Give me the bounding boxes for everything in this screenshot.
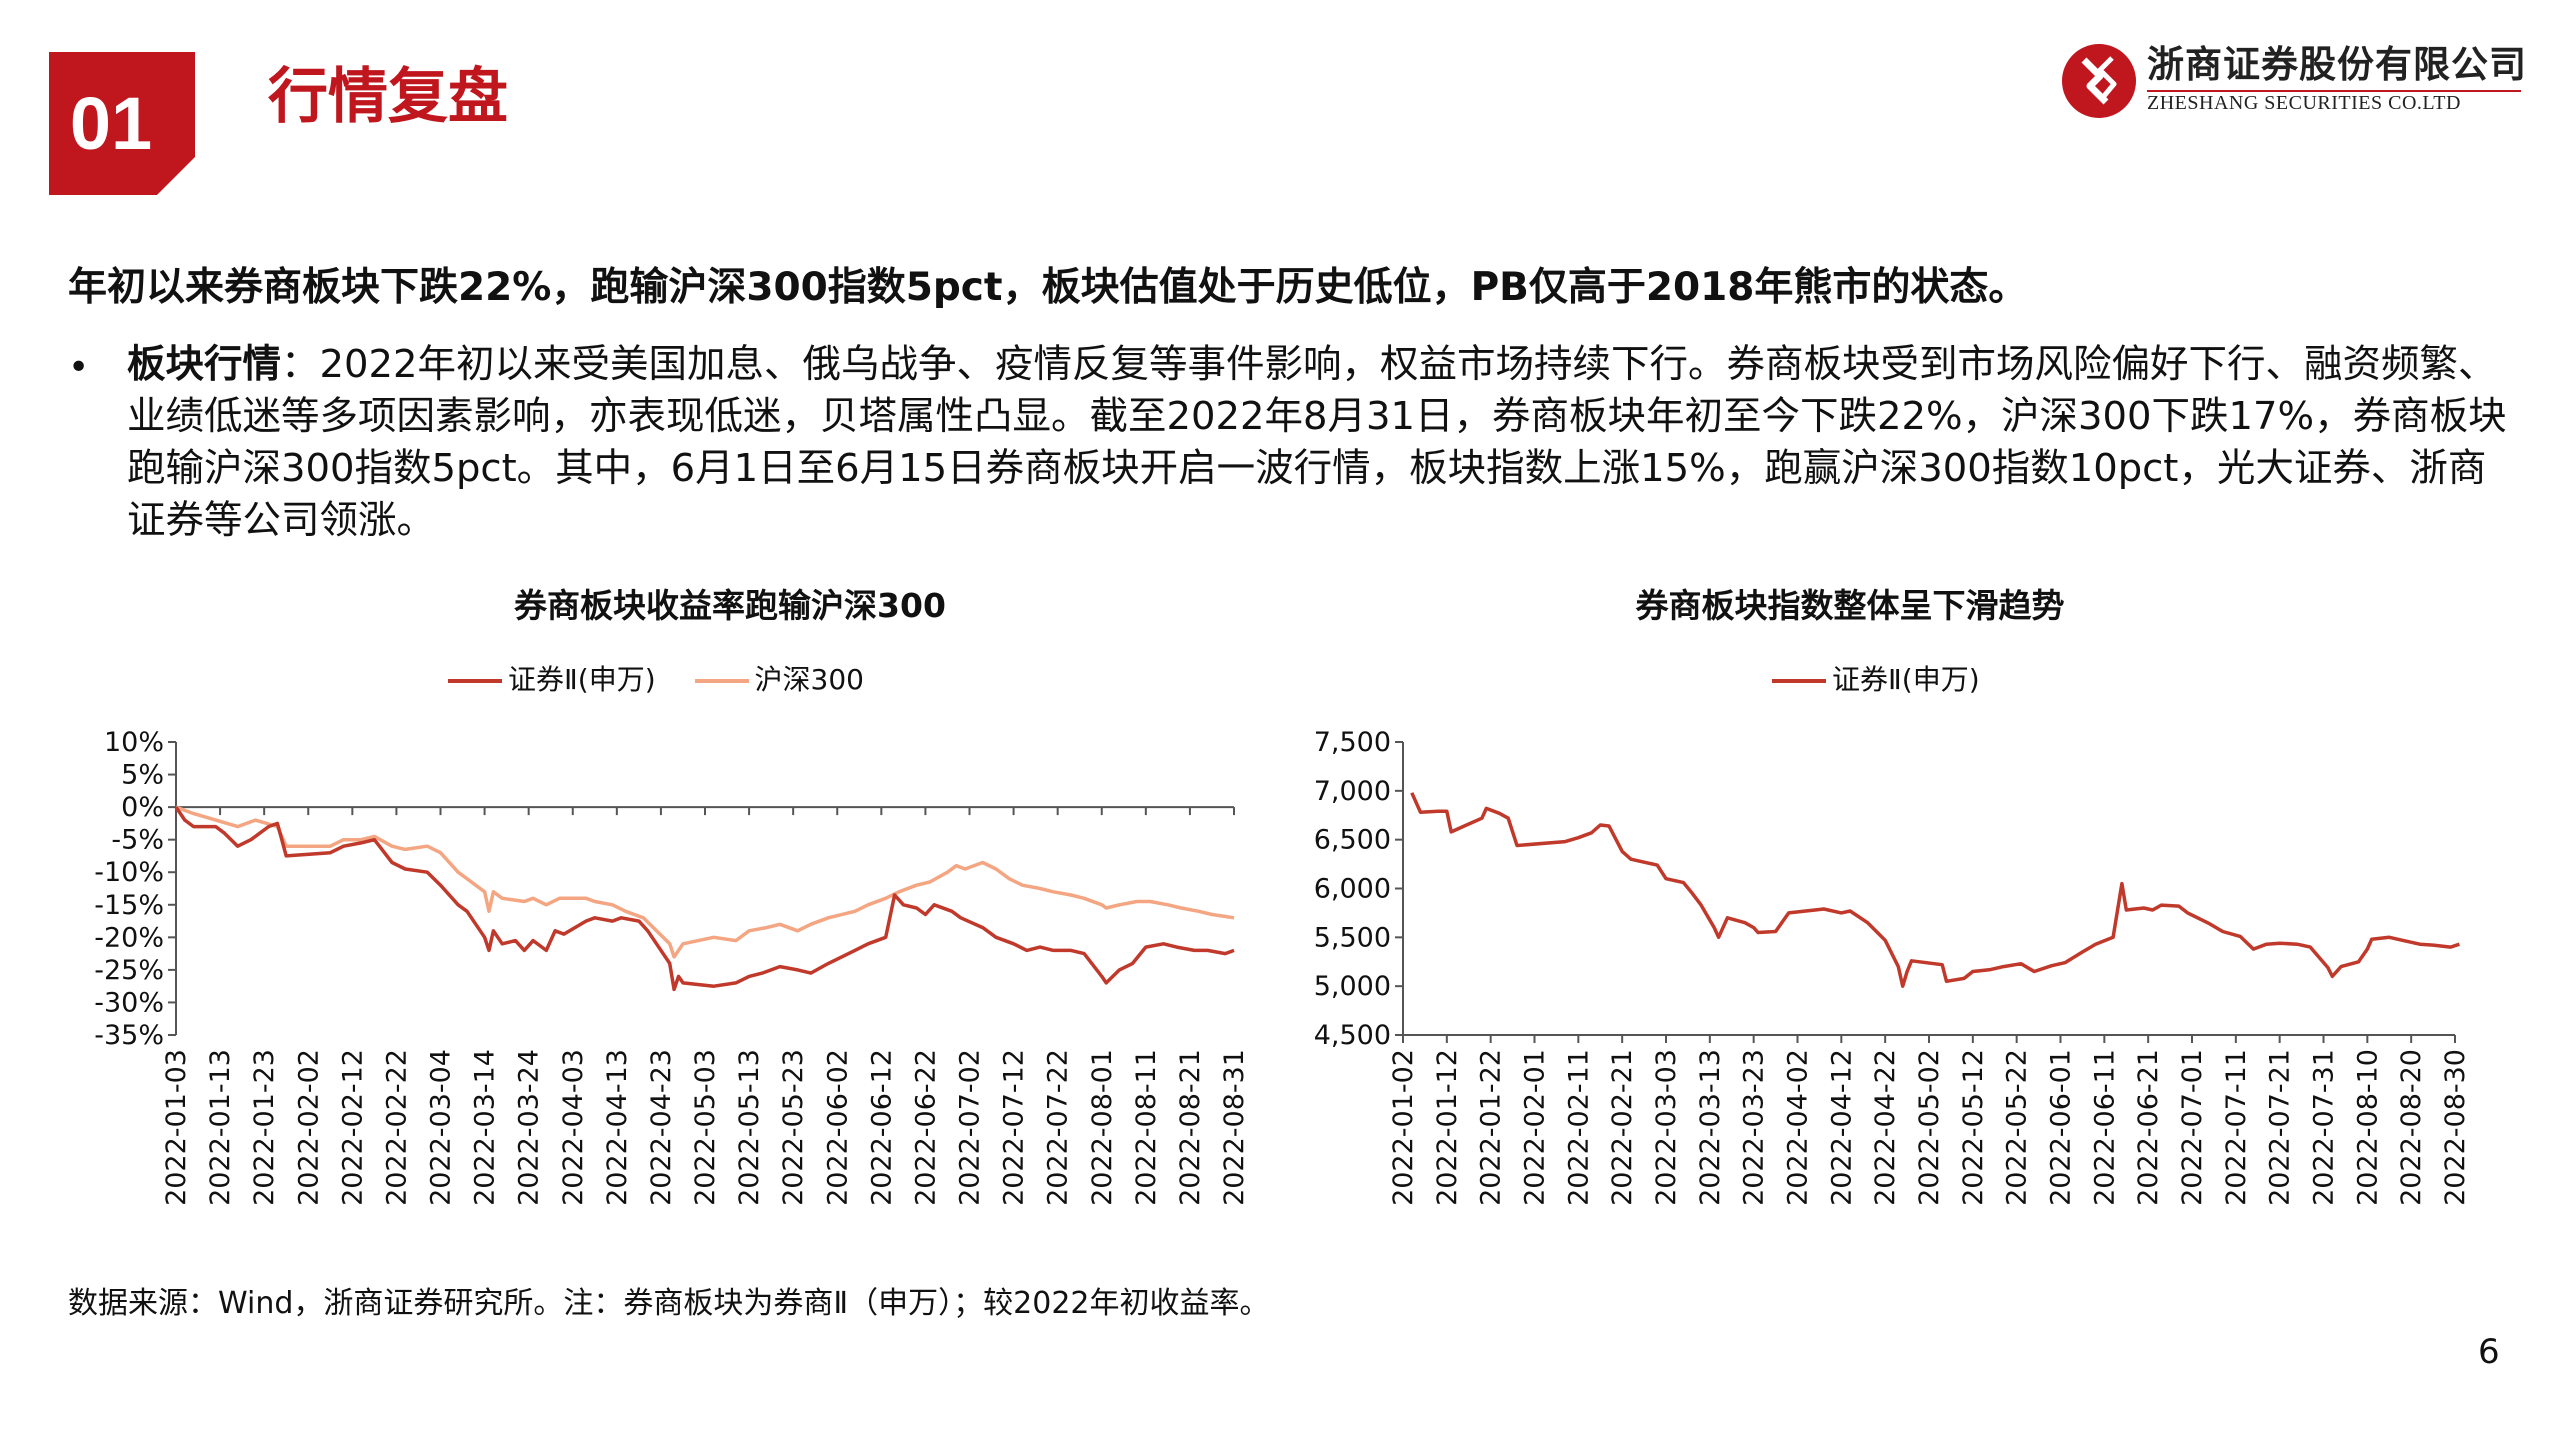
company-name-cn: 浙商证券股份有限公司 — [2147, 43, 2527, 86]
chart1-y-tick-label: -15% — [94, 890, 164, 921]
chart1-x-tick-label: 2022-07-02 — [955, 1049, 986, 1206]
bullet-label: 板块行情 — [127, 342, 282, 387]
chart2-x-tick-label: 2022-08-10 — [2352, 1049, 2383, 1206]
chart2-x-tick-label: 2022-08-20 — [2396, 1049, 2427, 1206]
chart1-x-tick-label: 2022-08-11 — [1131, 1049, 1162, 1206]
chart1-y-tick-label: -10% — [94, 857, 164, 888]
chart1-x-tick-label: 2022-06-02 — [822, 1049, 853, 1206]
chart1-x-tick-label: 2022-03-04 — [426, 1049, 457, 1206]
chart2-legend-swatch-sec — [1772, 679, 1826, 683]
chart1-x-tick-label: 2022-07-12 — [999, 1049, 1030, 1206]
chart1-y-tick-label: -20% — [94, 922, 164, 953]
chart2-x-tick-label: 2022-07-21 — [2265, 1049, 2296, 1206]
chart2-legend-label-sec: 证券Ⅱ(申万) — [1832, 663, 1980, 696]
chart1-x-tick-label: 2022-02-02 — [293, 1049, 324, 1206]
chart2-y-tick-label: 4,500 — [1314, 1020, 1391, 1051]
chart2-x-tick-label: 2022-06-01 — [2046, 1049, 2077, 1206]
chart2-x-tick-label: 2022-04-22 — [1870, 1049, 1901, 1206]
chart2-y-tick-label: 5,000 — [1314, 971, 1391, 1002]
chart1-legend-item-hs300: 沪深300 — [694, 660, 864, 700]
chart2-x-tick-label: 2022-02-11 — [1563, 1049, 1594, 1206]
chart1-x-tick-label: 2022-01-23 — [249, 1049, 280, 1206]
chart2-x-tick-label: 2022-03-13 — [1695, 1049, 1726, 1206]
bullet-marker: • — [68, 347, 90, 388]
chart1-y-tick-label: 5% — [121, 760, 164, 791]
chart1-x-tick-label: 2022-06-12 — [866, 1049, 897, 1206]
chart2-x-tick-label: 2022-01-12 — [1432, 1049, 1463, 1206]
chart1-x-tick-label: 2022-08-21 — [1175, 1049, 1206, 1206]
page-number: 6 — [2478, 1332, 2500, 1372]
chart1-x-tick-label: 2022-05-23 — [778, 1049, 809, 1206]
chart1-y-tick-label: 0% — [121, 792, 164, 823]
company-name-en: ZHESHANG SECURITIES CO.LTD — [2147, 92, 2461, 114]
chart1-legend-label-sec: 证券Ⅱ(申万) — [508, 663, 656, 696]
chart1-series-line-1 — [175, 805, 1235, 959]
chart2-x-tick-label: 2022-01-02 — [1388, 1049, 1419, 1206]
chart2-title: 券商板块指数整体呈下滑趋势 — [1635, 586, 2065, 625]
chart2-legend: 证券Ⅱ(申万) — [1772, 660, 2010, 700]
chart1-x-tick-label: 2022-04-13 — [602, 1049, 633, 1206]
chart1-title: 券商板块收益率跑输沪深300 — [514, 586, 946, 625]
chart2-x-tick-label: 2022-04-02 — [1783, 1049, 1814, 1206]
chart1-x-tick-label: 2022-05-13 — [734, 1049, 765, 1206]
chart2-x-tick-label: 2022-04-12 — [1826, 1049, 1857, 1206]
chart1-legend-swatch-sec — [448, 679, 502, 683]
chart2-x-tick-label: 2022-07-01 — [2177, 1049, 2208, 1206]
chart2-y-tick-label: 5,500 — [1314, 922, 1391, 953]
chart2-x-tick-label: 2022-02-21 — [1607, 1049, 1638, 1206]
chart2-x-tick-label: 2022-07-11 — [2221, 1049, 2252, 1206]
source-note: 数据来源：Wind，浙商证券研究所。注：券商板块为券商Ⅱ（申万）；较2022年初… — [68, 1286, 1270, 1321]
chart1-legend-item-sec: 证券Ⅱ(申万) — [448, 660, 656, 700]
chart1-x-tick-label: 2022-02-22 — [381, 1049, 412, 1206]
chart1-x-tick-label: 2022-01-13 — [205, 1049, 236, 1206]
chart1-legend: 证券Ⅱ(申万) 沪深300 — [448, 660, 894, 700]
chart1-x-tick-label: 2022-06-22 — [910, 1049, 941, 1206]
chart2-x-tick-label: 2022-05-12 — [1958, 1049, 1989, 1206]
chart1-x-tick-label: 2022-03-24 — [514, 1049, 545, 1206]
chart2-legend-item-sec: 证券Ⅱ(申万) — [1772, 660, 1980, 700]
company-logo-icon — [2062, 44, 2136, 118]
chart1-x-tick-label: 2022-08-01 — [1087, 1049, 1118, 1206]
chart2-x-tick-label: 2022-05-22 — [2002, 1049, 2033, 1206]
section-title: 行情复盘 — [268, 62, 508, 132]
chart1-y-tick-label: 10% — [104, 727, 164, 758]
section-number: 01 — [69, 82, 153, 165]
chart2-series-line-0 — [1410, 792, 2460, 988]
chart2-x-tick-label: 2022-03-23 — [1739, 1049, 1770, 1206]
bullet-body: ：2022年初以来受美国加息、俄乌战争、疫情反复等事件影响，权益市场持续下行。券… — [127, 342, 2507, 543]
chart1-x-tick-label: 2022-03-14 — [470, 1049, 501, 1206]
bullet-paragraph: 板块行情：2022年初以来受美国加息、俄乌战争、疫情反复等事件影响，权益市场持续… — [127, 339, 2512, 547]
chart1-legend-label-hs300: 沪深300 — [754, 663, 864, 696]
section-badge-corner — [157, 157, 195, 195]
chart2-x-tick-label: 2022-06-11 — [2089, 1049, 2120, 1206]
chart1-x-tick-label: 2022-05-03 — [690, 1049, 721, 1206]
chart1-x-tick-label: 2022-02-12 — [337, 1049, 368, 1206]
chart2-x-tick-label: 2022-06-21 — [2133, 1049, 2164, 1206]
chart2-x-tick-label: 2022-07-31 — [2309, 1049, 2340, 1206]
headline: 年初以来券商板块下跌22%，跑输沪深300指数5pct，板块估值处于历史低位，P… — [68, 265, 2028, 310]
chart1-x-tick-label: 2022-04-03 — [558, 1049, 589, 1206]
chart2-y-tick-label: 6,500 — [1314, 825, 1391, 856]
chart2-y-tick-label: 7,000 — [1314, 776, 1391, 807]
chart2-x-tick-label: 2022-02-01 — [1520, 1049, 1551, 1206]
chart1-legend-swatch-hs300 — [694, 679, 749, 683]
section-badge: 01 — [49, 52, 195, 195]
chart2-x-tick-label: 2022-08-30 — [2440, 1049, 2471, 1206]
chart1-y-tick-label: -25% — [94, 955, 164, 986]
chart1-x-tick-label: 2022-07-22 — [1043, 1049, 1074, 1206]
chart1-y-tick-label: -5% — [111, 825, 164, 856]
chart2-x-tick-label: 2022-01-22 — [1476, 1049, 1507, 1206]
chart2-y-tick-label: 7,500 — [1314, 727, 1391, 758]
logo-divider — [2147, 90, 2521, 92]
chart1-x-tick-label: 2022-08-31 — [1219, 1049, 1250, 1206]
chart1-x-tick-label: 2022-01-03 — [161, 1049, 192, 1206]
chart1-y-tick-label: -35% — [94, 1020, 164, 1051]
chart2-x-tick-label: 2022-05-02 — [1914, 1049, 1945, 1206]
chart1-y-tick-label: -30% — [94, 987, 164, 1018]
chart2-x-tick-label: 2022-03-03 — [1651, 1049, 1682, 1206]
chart1-series-line-0 — [174, 806, 1235, 992]
chart2-y-tick-label: 6,000 — [1314, 874, 1391, 905]
chart1-x-tick-label: 2022-04-23 — [646, 1049, 677, 1206]
